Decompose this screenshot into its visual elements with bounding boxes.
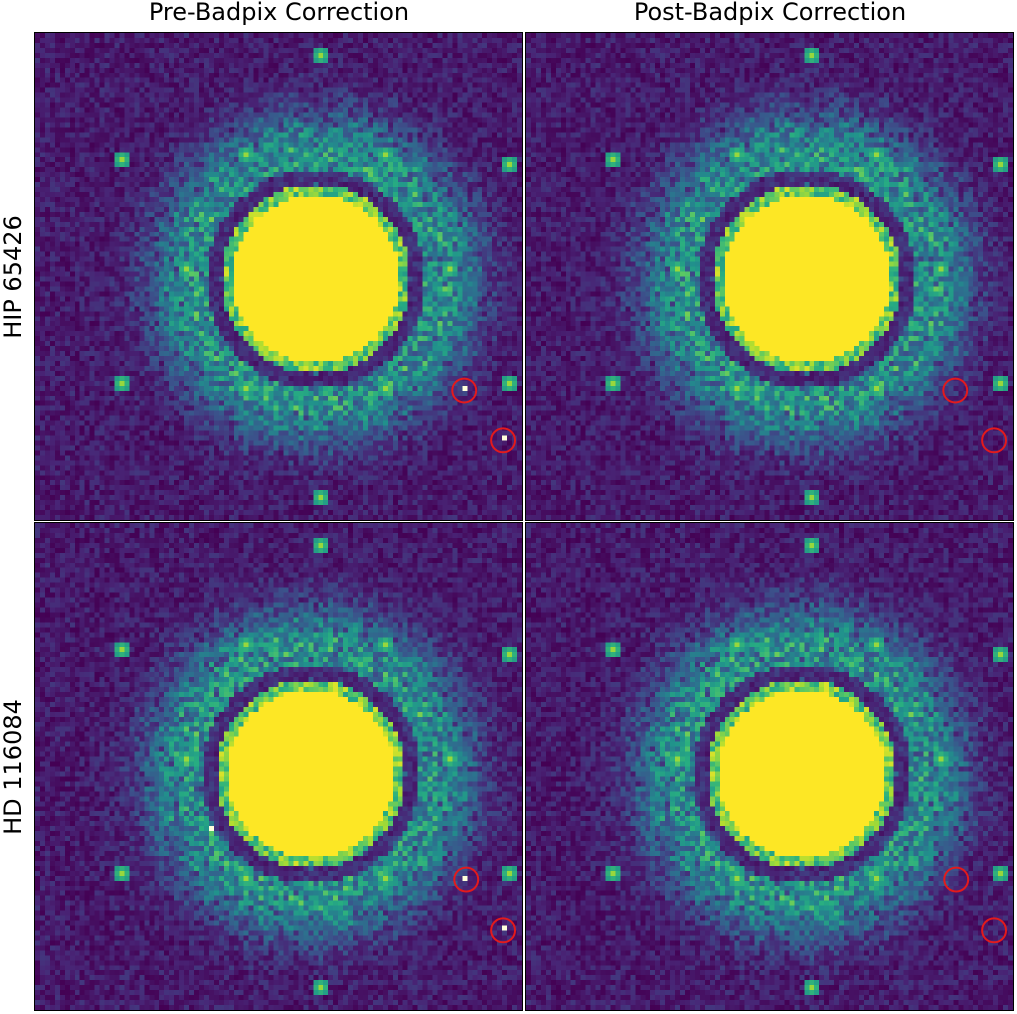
panel-hd116084-pre	[34, 522, 523, 1011]
image-hd116084-pre	[35, 523, 522, 1010]
badpix-circle-1	[453, 866, 480, 893]
badpix-circle-1	[451, 377, 478, 404]
badpix-circle-2	[490, 427, 517, 454]
badpix-circle-2	[981, 427, 1008, 454]
badpix-markers	[943, 866, 1008, 944]
badpix-circle-2	[981, 917, 1008, 944]
panel-hip65426-pre	[34, 32, 523, 521]
badpix-circle-2	[490, 917, 517, 944]
image-hip65426-pre	[35, 33, 522, 520]
image-hip65426-post	[526, 33, 1013, 520]
row-title-hip65426: HIP 65426	[0, 215, 27, 339]
column-title-post: Post-Badpix Correction	[633, 0, 907, 26]
image-hd116084-post	[526, 523, 1013, 1010]
badpix-markers	[942, 377, 1008, 454]
badpix-circle-1	[943, 866, 970, 893]
badpix-markers	[451, 377, 517, 454]
panel-hd116084-post	[525, 522, 1014, 1011]
badpix-circle-1	[942, 377, 969, 404]
panel-hip65426-post	[525, 32, 1014, 521]
row-title-hd116084: HD 116084	[0, 699, 27, 835]
badpix-markers	[453, 866, 517, 944]
column-title-pre: Pre-Badpix Correction	[148, 0, 410, 26]
